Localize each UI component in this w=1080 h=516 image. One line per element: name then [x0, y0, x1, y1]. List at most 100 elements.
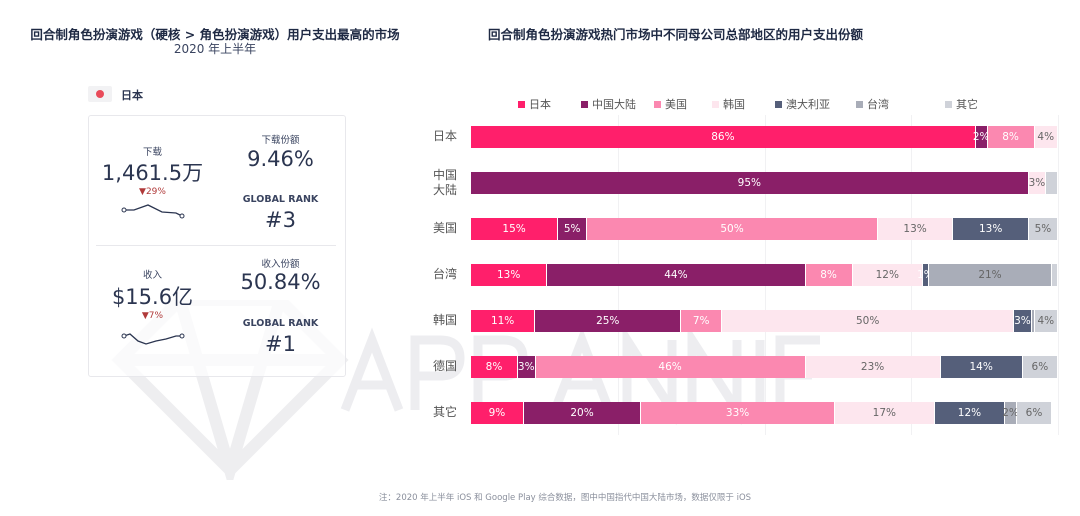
- left-subtitle: 2020 年上半年: [173, 42, 257, 56]
- legend-item: 美国: [654, 96, 687, 112]
- bar-segment: 50%: [722, 310, 1015, 332]
- downloads-value: 1,461.5万: [101, 161, 204, 185]
- bar-segment: 3%: [518, 356, 536, 378]
- bar-segment: 5%: [558, 218, 588, 240]
- bar-segment: 13%: [953, 218, 1029, 240]
- data-label: 7%: [692, 315, 710, 327]
- download-share-value: 9.46%: [247, 147, 314, 171]
- bar-segment: 14%: [940, 356, 1023, 378]
- data-label: 6%: [1031, 361, 1049, 373]
- data-label: 13%: [496, 269, 521, 281]
- bar-segment: 8%: [987, 126, 1035, 148]
- legend-item: 韩国: [712, 96, 745, 112]
- country-label: 日本: [121, 89, 143, 102]
- legend-swatch: [518, 100, 525, 108]
- legend-item: 澳大利亚: [775, 96, 830, 112]
- bar-segment: 13%: [471, 264, 548, 286]
- data-label: 3%: [517, 361, 535, 373]
- category-label: 日本: [432, 129, 457, 143]
- category-label: 德国: [432, 359, 457, 373]
- stats-card: [88, 115, 346, 377]
- data-label: 8%: [1002, 131, 1019, 143]
- data-label: 5%: [1034, 223, 1052, 235]
- bar-segment: 21%: [928, 264, 1053, 286]
- bar-segment: 15%: [471, 218, 559, 240]
- legend-label: 韩国: [723, 98, 745, 111]
- data-label: 2%: [972, 131, 990, 143]
- data-label: 3%: [1028, 177, 1046, 189]
- bar-segment: 12%: [852, 264, 923, 286]
- data-label: 4%: [1037, 131, 1055, 143]
- revenue-value: $15.6亿: [111, 285, 194, 309]
- legend-label: 其它: [956, 98, 978, 111]
- category-label: 其它: [432, 405, 457, 419]
- data-label: 50%: [855, 315, 880, 327]
- legend-label: 澳大利亚: [786, 98, 830, 111]
- data-label: 17%: [872, 407, 896, 419]
- data-label: 4%: [1037, 315, 1055, 327]
- legend-swatch: [856, 100, 863, 108]
- data-label: 25%: [596, 315, 620, 327]
- legend-label: 美国: [665, 98, 687, 111]
- bar-segment: [1046, 172, 1058, 194]
- bar-segment: 33%: [641, 402, 835, 424]
- category-label: 台湾: [432, 267, 457, 281]
- revenue-change: ▼7%: [141, 311, 164, 321]
- downloads-change: ▼29%: [139, 187, 166, 197]
- revenue-sparkline: [121, 333, 185, 345]
- data-label: 12%: [957, 407, 982, 419]
- bar-segment: 4%: [1034, 310, 1058, 332]
- legend-swatch: [712, 100, 719, 108]
- category-label: 中国大陆: [432, 168, 457, 197]
- legend-label: 台湾: [867, 98, 889, 111]
- revenue-rank-label: GLOBAL RANK: [242, 318, 319, 329]
- revenue-label: 收入: [142, 270, 162, 281]
- flag-dot: [96, 90, 104, 98]
- bar-segment: 11%: [471, 310, 536, 332]
- data-label: 8%: [820, 269, 837, 281]
- bar-segment: 20%: [523, 402, 642, 424]
- revenue-share-label: 收入份额: [261, 259, 300, 270]
- data-label: 9%: [488, 407, 506, 419]
- bar-segment: 44%: [547, 264, 806, 286]
- bar-segment: 4%: [1034, 126, 1058, 148]
- data-label: 6%: [1025, 407, 1043, 419]
- data-label: 12%: [875, 269, 899, 281]
- bar-segment: 2%: [1002, 402, 1019, 424]
- legend-swatch: [654, 100, 661, 108]
- bar-segment: 12%: [934, 402, 1006, 424]
- data-label: 3%: [1014, 315, 1031, 327]
- bar-segment: 95%: [471, 172, 1029, 194]
- data-label: 5%: [563, 223, 581, 235]
- data-label: 50%: [720, 223, 744, 235]
- data-label: 15%: [502, 223, 526, 235]
- category-label: 韩国: [432, 313, 457, 327]
- legend-swatch: [775, 100, 782, 108]
- legend-swatch: [581, 100, 588, 108]
- data-label: 46%: [658, 361, 682, 373]
- download-rank-value: #3: [265, 208, 296, 232]
- data-label: 95%: [737, 177, 761, 189]
- bar-segment: 13%: [877, 218, 954, 240]
- data-label: 14%: [969, 361, 993, 373]
- bar-segment: 6%: [1016, 402, 1053, 424]
- bar-segment: 8%: [471, 356, 518, 378]
- data-label: 21%: [978, 269, 1002, 281]
- card-divider: [96, 245, 336, 246]
- legend-label: 中国大陆: [592, 98, 636, 111]
- bar-segment: 8%: [805, 264, 853, 286]
- bar-segment: 25%: [535, 310, 682, 332]
- data-label: 86%: [711, 131, 735, 143]
- data-label: 11%: [490, 315, 515, 327]
- bar-segment: 7%: [681, 310, 723, 332]
- data-label: 13%: [978, 223, 1003, 235]
- downloads-sparkline: [121, 204, 185, 219]
- bar-segment: 3%: [1029, 172, 1047, 194]
- data-label: 33%: [725, 407, 750, 419]
- data-label: 8%: [485, 361, 503, 373]
- left-title: 回合制角色扮演游戏（硬核 > 角色扮演游戏）用户支出最高的市场: [30, 27, 400, 42]
- download-rank-label: GLOBAL RANK: [242, 194, 319, 205]
- data-label: 20%: [570, 407, 594, 419]
- gridline: [1058, 115, 1059, 435]
- bar-segment: 86%: [471, 126, 976, 148]
